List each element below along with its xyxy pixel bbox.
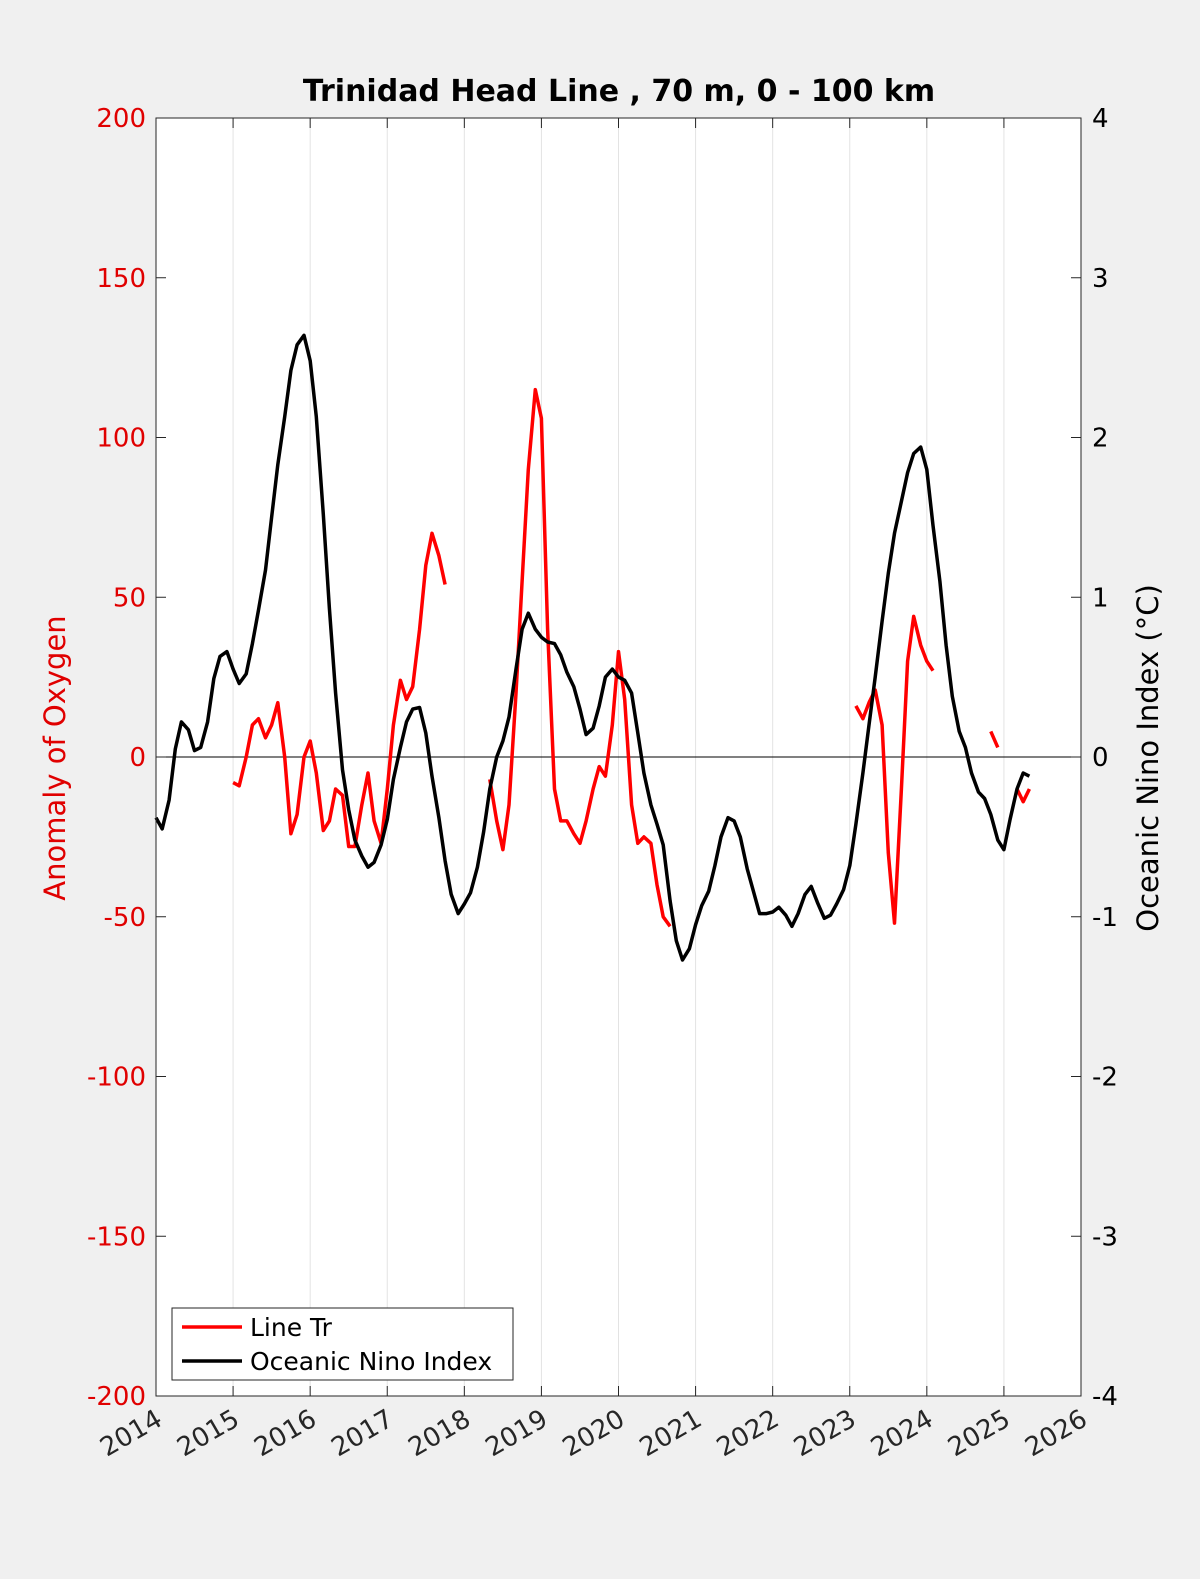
legend-box (171, 1307, 514, 1381)
y-tick-label-left: 150 (96, 264, 146, 294)
series-line-segment (232, 531, 447, 849)
y-tick-label-right: 1 (1092, 583, 1109, 613)
series-line-segment (154, 333, 1031, 962)
y-tick-label-left: -150 (87, 1222, 146, 1252)
y-tick-label-left: -50 (104, 903, 146, 933)
y-tick-label-right: 0 (1092, 743, 1109, 773)
y-tick-label-right: 3 (1092, 264, 1109, 294)
legend: Line Tr Oceanic Nino Index (171, 1307, 514, 1381)
y-tick-label-left: 0 (129, 743, 146, 773)
y-tick-label-right: -1 (1092, 903, 1118, 933)
series-line-segment (1015, 788, 1031, 804)
y-tick-label-left: -100 (87, 1063, 146, 1093)
legend-label: Oceanic Nino Index (250, 1347, 492, 1376)
y-tick-label-left: 100 (96, 424, 146, 454)
y-tick-label-left: -200 (87, 1382, 146, 1412)
y-tick-label-right: -2 (1092, 1063, 1118, 1093)
chart-title: Trinidad Head Line , 70 m, 0 - 100 km (303, 74, 935, 109)
series-line-segment (488, 387, 672, 928)
series-oceanic-nino-index (154, 333, 1031, 962)
series-line-segment (989, 730, 1000, 749)
legend-label: Line Tr (250, 1313, 333, 1342)
series-line-segment (854, 614, 935, 925)
y-tick-label-left: 200 (96, 104, 146, 134)
y-tick-label-right: 2 (1092, 424, 1109, 454)
series-layer (154, 333, 1031, 962)
y-axis-label-right: Oceanic Nino Index (°C) (1131, 584, 1165, 932)
y-tick-label-right: -4 (1092, 1382, 1118, 1412)
series-oxygen-anomaly (232, 387, 1031, 928)
y-tick-label-left: 50 (113, 583, 146, 613)
y-axis-label-left: Anomaly of Oxygen (38, 615, 72, 900)
y-tick-label-right: 4 (1092, 104, 1109, 134)
y-tick-label-right: -3 (1092, 1222, 1118, 1252)
